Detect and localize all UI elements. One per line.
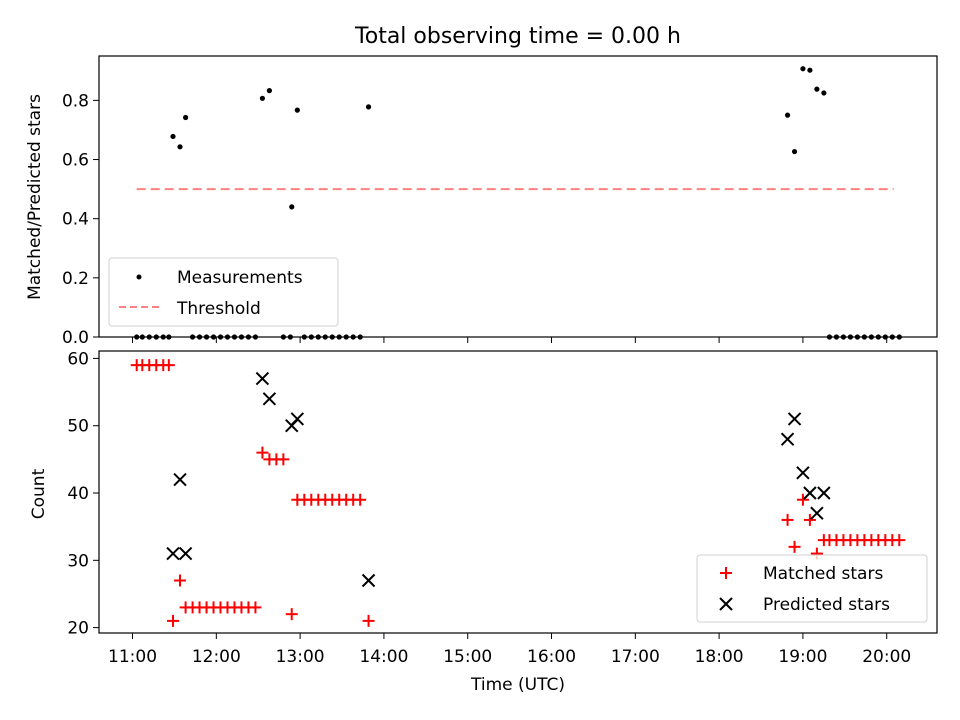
- legend-predicted-marker: [719, 597, 733, 611]
- predicted-star-point: [290, 412, 305, 426]
- predicted-star-point: [803, 486, 817, 500]
- bottom-axis-ticks: 20 30 40 50 60 11:00 12:00 13:00 14:00 15:00 16:00…: [67, 349, 911, 667]
- bottom-axes-frame: [98, 350, 938, 634]
- matched-star-point: [174, 574, 187, 587]
- legend-predicted-label: Predicted stars: [763, 595, 890, 615]
- legend-measurements-marker: [136, 274, 142, 280]
- bottom-xtick-label: 15:00: [443, 647, 492, 667]
- measurement-point: [289, 204, 295, 210]
- measurement-point: [365, 104, 372, 110]
- matched-star-point: [162, 359, 175, 372]
- bottom-xtick-label: 11:00: [108, 647, 157, 667]
- matched-star-point: [277, 453, 290, 466]
- chart-title: Total observing time = 0.00 h: [354, 24, 681, 49]
- bottom-xtick-label: 12:00: [192, 647, 241, 667]
- matched-star-point: [796, 493, 809, 506]
- predicted-star-point: [262, 392, 277, 406]
- top-ytick-label: 0.0: [62, 328, 89, 348]
- bottom-ytick-label: 60: [67, 349, 89, 369]
- legend-matched-label: Matched stars: [763, 564, 883, 584]
- bottom-ytick-label: 40: [67, 484, 89, 504]
- predicted-star-point: [361, 573, 376, 588]
- top-ytick-label: 0.8: [62, 91, 89, 111]
- measurement-point: [170, 133, 176, 140]
- bottom-ytick-label: 30: [67, 551, 89, 571]
- bottom-ylabel: Count: [29, 468, 49, 519]
- matched-star-point: [781, 513, 794, 526]
- matched-star-point: [362, 614, 375, 627]
- legend-threshold-label: Threshold: [176, 299, 261, 319]
- predicted-star-point: [178, 546, 193, 561]
- bottom-ytick-label: 20: [67, 619, 89, 639]
- matched-star-point: [249, 601, 262, 614]
- bottom-plot-area: [130, 359, 906, 627]
- top-axis-ticks: 0.0 0.2 0.4 0.6 0.8: [62, 91, 888, 348]
- predicted-star-point: [796, 466, 810, 480]
- predicted-star-point: [810, 506, 824, 520]
- measurement-point: [177, 144, 183, 150]
- bottom-ytick-label: 50: [67, 417, 89, 437]
- legend-measurements-label: Measurements: [177, 268, 303, 288]
- matched-star-point: [167, 614, 180, 627]
- predicted-star-point: [255, 371, 270, 386]
- top-ytick-label: 0.4: [62, 210, 89, 230]
- bottom-xtick-label: 19:00: [778, 647, 827, 667]
- matched-star-point: [788, 540, 801, 553]
- matched-star-point: [803, 513, 816, 526]
- measurement-point: [800, 66, 806, 72]
- measurement-point: [784, 112, 791, 118]
- predicted-star-point: [173, 472, 187, 487]
- top-legend: Measurements Threshold: [108, 257, 339, 327]
- predicted-star-point: [780, 432, 795, 446]
- matched-star-point: [893, 534, 906, 547]
- measurement-point: [814, 86, 820, 92]
- top-ytick-label: 0.6: [62, 151, 89, 171]
- bottom-xtick-label: 16:00: [527, 647, 576, 667]
- top-ytick-label: 0.2: [62, 269, 89, 289]
- matched-star-point: [285, 608, 298, 621]
- legend-matched-marker: [720, 567, 732, 579]
- top-axes-frame: [98, 55, 938, 338]
- measurement-point: [266, 88, 272, 94]
- measurement-point: [807, 67, 813, 73]
- top-ylabel: Matched/Predicted stars: [25, 94, 45, 300]
- predicted-star-point: [817, 486, 831, 500]
- top-legend-box: [108, 257, 339, 327]
- bottom-xtick-label: 14:00: [359, 647, 408, 667]
- bottom-panel: Count Time (UTC) 20 30 40 50 60 11:00 12:00 13:…: [29, 349, 938, 695]
- matched-star-point: [354, 493, 367, 506]
- bottom-xtick-label: 13:00: [276, 647, 325, 667]
- bottom-legend-box: [696, 554, 928, 623]
- measurement-point: [182, 114, 189, 121]
- bottom-xtick-label: 17:00: [611, 647, 660, 667]
- top-panel: Total observing time = 0.00 h Matched/Pr…: [25, 24, 938, 348]
- measurement-point: [294, 107, 300, 113]
- bottom-xlabel: Time (UTC): [470, 675, 565, 695]
- bottom-xtick-label: 20:00: [862, 647, 911, 667]
- predicted-star-point: [166, 546, 180, 561]
- measurement-point: [259, 95, 266, 101]
- measurement-point: [821, 90, 827, 96]
- bottom-xtick-label: 18:00: [695, 647, 744, 667]
- matched-star-point: [256, 446, 269, 459]
- bottom-legend: Matched stars Predicted stars: [696, 554, 928, 623]
- predicted-star-point: [787, 412, 802, 426]
- measurement-point: [791, 148, 798, 155]
